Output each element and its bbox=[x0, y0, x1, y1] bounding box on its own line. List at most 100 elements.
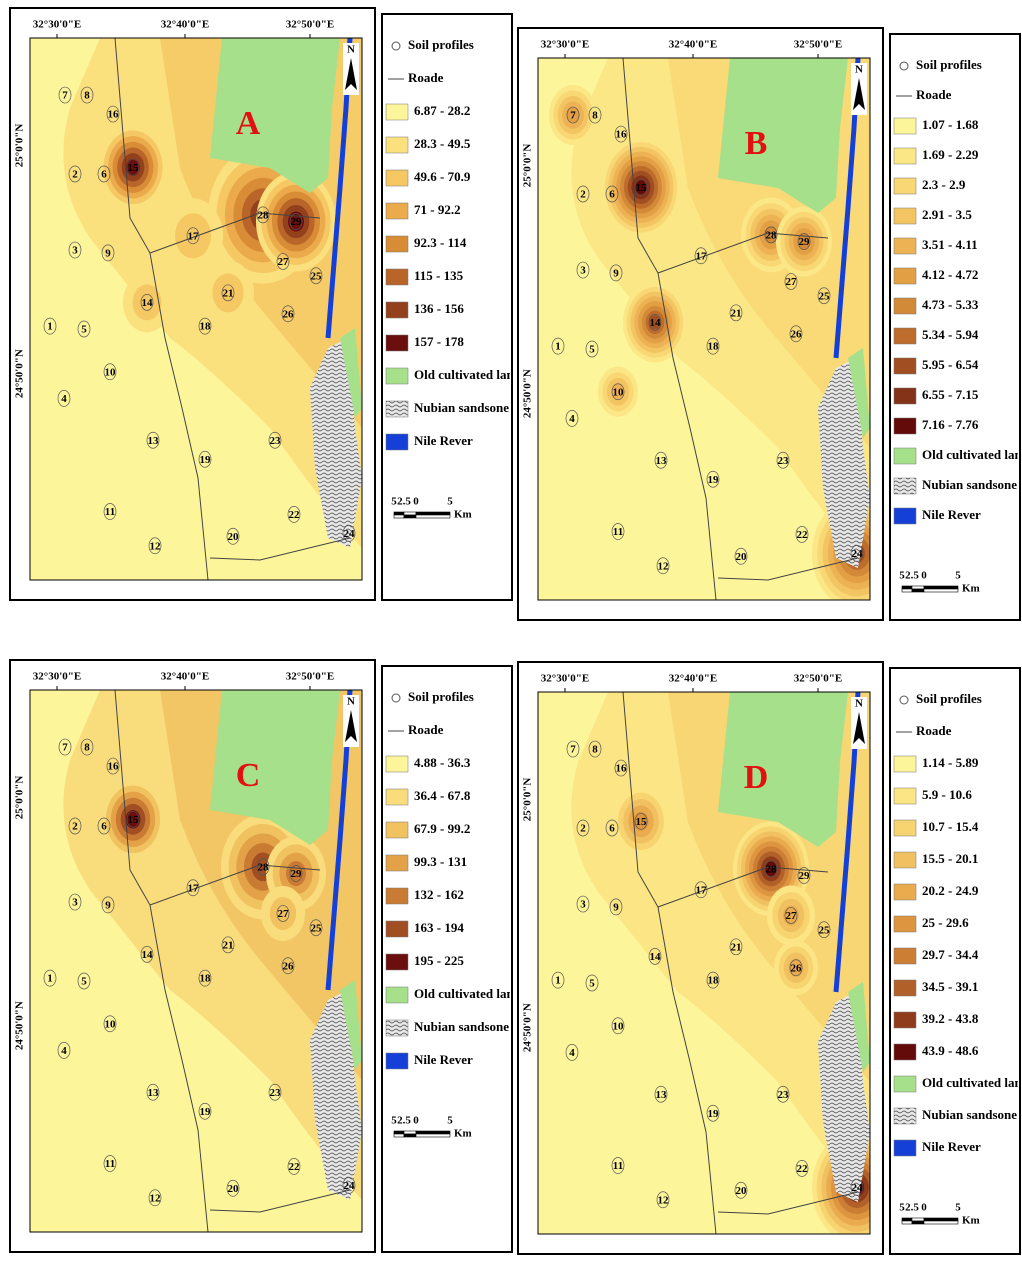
legend-swatch bbox=[894, 1108, 916, 1124]
profile-label: 25 bbox=[819, 290, 831, 302]
scale-bar bbox=[416, 1134, 450, 1137]
profile-label: 11 bbox=[105, 506, 115, 518]
profile-label: 5 bbox=[81, 975, 87, 987]
legend-label: Soil profiles bbox=[408, 37, 474, 52]
north-label: N bbox=[855, 64, 863, 76]
scale-label: 0 bbox=[921, 1202, 927, 1214]
legend-swatch bbox=[386, 434, 408, 450]
profile-label: 2 bbox=[72, 169, 78, 181]
panel-letter: D bbox=[744, 759, 769, 796]
legend-label: 4.88 - 36.3 bbox=[414, 755, 471, 770]
profile-label: 13 bbox=[656, 1089, 668, 1101]
profile-label: 11 bbox=[613, 526, 623, 538]
profile-label: 5 bbox=[589, 977, 595, 989]
map-panel: 7816152617282939251421262715181041319231… bbox=[10, 660, 522, 1252]
scale-bar bbox=[924, 589, 958, 592]
legend-label: 43.9 - 48.6 bbox=[922, 1043, 979, 1058]
legend-swatch bbox=[894, 328, 916, 344]
profile-label: 20 bbox=[228, 1183, 240, 1195]
legend-swatch bbox=[386, 822, 408, 838]
north-label: N bbox=[347, 44, 355, 56]
legend-swatch bbox=[386, 1053, 408, 1069]
panel-letter: C bbox=[236, 757, 261, 794]
profile-label: 15 bbox=[636, 182, 648, 194]
scale-bar bbox=[416, 1131, 450, 1134]
scale-bar bbox=[416, 512, 450, 515]
panel-letter: A bbox=[236, 105, 261, 142]
scale-bar bbox=[404, 515, 416, 518]
profile-label: 26 bbox=[791, 962, 803, 974]
profile-label: 3 bbox=[580, 265, 586, 277]
profile-label: 26 bbox=[283, 960, 295, 972]
profile-label: 28 bbox=[766, 863, 778, 875]
legend-swatch bbox=[386, 789, 408, 805]
profile-label: 21 bbox=[223, 939, 234, 951]
legend-label: Nile Rever bbox=[922, 507, 981, 522]
scale-bar bbox=[902, 1218, 912, 1221]
y-axis-label: 24°50'0"N bbox=[14, 349, 26, 398]
scale-bar bbox=[902, 1221, 912, 1224]
legend-label: Soil profiles bbox=[916, 691, 982, 706]
scale-label: 2.5 bbox=[397, 496, 411, 508]
map-area bbox=[30, 38, 362, 580]
profile-label: 3 bbox=[72, 245, 78, 257]
legend-label: 49.6 - 70.9 bbox=[414, 169, 471, 184]
legend-label: Roade bbox=[408, 722, 444, 737]
scale-bar bbox=[902, 586, 912, 589]
legend-label: 2.91 - 3.5 bbox=[922, 207, 972, 222]
profile-label: 24 bbox=[852, 548, 864, 560]
profile-label: 1 bbox=[47, 321, 53, 333]
legend-swatch bbox=[894, 756, 916, 772]
scale-bar bbox=[912, 1218, 924, 1221]
legend-swatch bbox=[894, 1140, 916, 1156]
legend: Soil profilesRoade4.88 - 36.336.4 - 67.8… bbox=[382, 666, 522, 1252]
y-axis-label: 25°0'0"N bbox=[522, 144, 534, 188]
profile-label: 27 bbox=[786, 910, 798, 922]
legend-swatch bbox=[386, 855, 408, 871]
profile-label: 23 bbox=[778, 455, 790, 467]
profile-label: 19 bbox=[200, 454, 212, 466]
profile-label: 16 bbox=[616, 129, 628, 141]
profile-label: 13 bbox=[656, 455, 668, 467]
profile-label: 9 bbox=[613, 267, 619, 279]
profile-label: 29 bbox=[799, 236, 811, 248]
legend-label: 15.5 - 20.1 bbox=[922, 851, 978, 866]
profile-label: 3 bbox=[580, 899, 586, 911]
profile-label: 17 bbox=[188, 882, 200, 894]
legend-label: 20.2 - 24.9 bbox=[922, 883, 979, 898]
legend-swatch bbox=[386, 137, 408, 153]
legend-label: 67.9 - 99.2 bbox=[414, 821, 470, 836]
legend-swatch bbox=[894, 268, 916, 284]
legend-label: 4.73 - 5.33 bbox=[922, 297, 979, 312]
profile-label: 12 bbox=[658, 1194, 670, 1206]
profile-label: 4 bbox=[61, 393, 67, 405]
profile-label: 14 bbox=[650, 317, 662, 329]
legend-swatch bbox=[386, 203, 408, 219]
x-axis-label: 32°30'0"E bbox=[33, 19, 81, 31]
profile-label: 25 bbox=[819, 924, 831, 936]
map-area bbox=[538, 692, 902, 1244]
x-axis-label: 32°30'0"E bbox=[33, 671, 81, 683]
legend-swatch bbox=[386, 756, 408, 772]
legend-label: 71 - 92.2 bbox=[414, 202, 461, 217]
legend-label: 136 - 156 bbox=[414, 301, 464, 316]
map-area bbox=[30, 690, 362, 1232]
profile-label: 20 bbox=[736, 551, 748, 563]
legend-swatch bbox=[894, 884, 916, 900]
legend-label: 5.95 - 6.54 bbox=[922, 357, 979, 372]
north-label: N bbox=[855, 698, 863, 710]
profile-label: 28 bbox=[258, 861, 270, 873]
profile-label: 13 bbox=[148, 1087, 160, 1099]
y-axis-label: 24°50'0"N bbox=[522, 1003, 534, 1052]
profile-label: 27 bbox=[278, 908, 290, 920]
legend-swatch bbox=[386, 921, 408, 937]
x-axis-label: 32°40'0"E bbox=[669, 673, 717, 685]
legend-label: 1.69 - 2.29 bbox=[922, 147, 979, 162]
profile-label: 19 bbox=[708, 1108, 720, 1120]
legend-label: Nile Rever bbox=[414, 433, 473, 448]
scale-bar bbox=[404, 1134, 416, 1137]
profile-label: 7 bbox=[570, 110, 576, 122]
profile-label: 9 bbox=[613, 901, 619, 913]
